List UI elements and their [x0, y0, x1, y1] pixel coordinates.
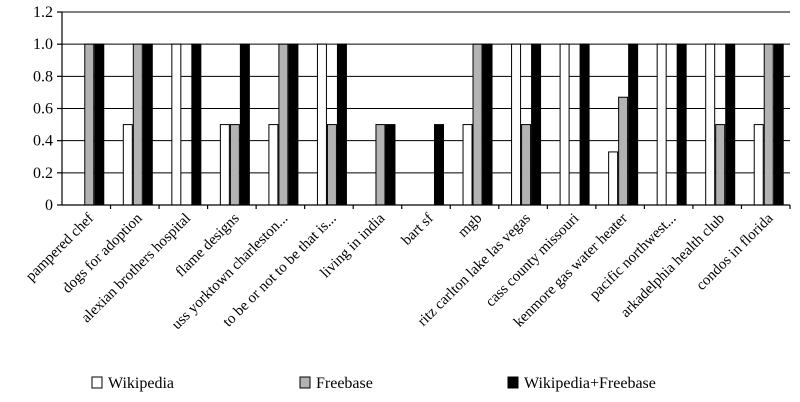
- bar-freebase: [84, 43, 95, 206]
- bar-freebase: [472, 43, 483, 206]
- bar-freebase: [229, 124, 240, 206]
- category-label: bart sf: [399, 211, 437, 249]
- bar-wikipedia: [705, 43, 716, 206]
- y-tick-label: 0.6: [33, 101, 53, 118]
- bar-freebase: [278, 43, 289, 206]
- bar-wikipedia-freebase: [482, 43, 493, 206]
- bar-wikipedia-freebase: [628, 43, 639, 206]
- bar-wikipedia-freebase: [385, 124, 396, 206]
- bar-wikipedia: [219, 124, 230, 206]
- category-label: pacific northwest...: [587, 211, 680, 304]
- bars: [84, 43, 784, 206]
- y-tick-label: 0.4: [33, 133, 53, 150]
- bar-wikipedia: [753, 124, 764, 206]
- category-label: mgb: [455, 211, 485, 241]
- bar-wikipedia-freebase: [239, 43, 250, 206]
- bar-wikipedia: [462, 124, 473, 206]
- legend-label-wikipedia: Wikipedia: [108, 375, 174, 392]
- legend-swatch-wikipedia-freebase: [507, 376, 519, 389]
- bar-wikipedia-freebase: [676, 43, 687, 206]
- y-tick-label: 1.0: [33, 36, 53, 53]
- y-tick-label: 0.8: [33, 68, 53, 85]
- bar-freebase: [326, 124, 337, 206]
- bar-wikipedia-freebase: [579, 43, 590, 206]
- bar-wikipedia: [268, 124, 279, 206]
- bar-wikipedia: [316, 43, 327, 206]
- legend-label-wikipedia-freebase: Wikipedia+Freebase: [524, 375, 656, 392]
- category-label: cass county missouri: [483, 211, 583, 311]
- bar-wikipedia: [656, 43, 667, 206]
- bar-wikipedia: [511, 43, 522, 206]
- bar-freebase: [375, 124, 386, 206]
- y-tick-label: 0: [45, 197, 53, 214]
- bar-freebase: [521, 124, 532, 206]
- grid-lines: [62, 11, 790, 174]
- bar-freebase: [715, 124, 726, 206]
- bar-wikipedia: [559, 43, 570, 206]
- y-tick-label: 1.2: [33, 4, 53, 21]
- y-tick-label: 0.2: [33, 165, 53, 182]
- bar-wikipedia-freebase: [336, 43, 347, 206]
- bar-wikipedia-freebase: [142, 43, 153, 206]
- bar-freebase: [763, 43, 774, 206]
- legend-swatch-wikipedia: [91, 376, 103, 389]
- bar-wikipedia-freebase: [725, 43, 736, 206]
- bar-freebase: [618, 96, 629, 206]
- bar-wikipedia-freebase: [773, 43, 784, 206]
- bar-wikipedia-freebase: [531, 43, 542, 206]
- bar-wikipedia-freebase: [94, 43, 105, 206]
- y-tick-labels: 0 0.2 0.4 0.6 0.8 1.0 1.2: [33, 4, 53, 214]
- legend-label-freebase: Freebase: [316, 375, 373, 392]
- bar-wikipedia: [122, 124, 133, 206]
- bar-freebase: [132, 43, 143, 206]
- bar-wikipedia-freebase: [434, 124, 444, 206]
- bar-wikipedia-freebase: [191, 43, 202, 206]
- legend-swatch-freebase: [299, 376, 311, 389]
- legend: Wikipedia Freebase Wikipedia+Freebase: [91, 375, 656, 392]
- bar-wikipedia: [608, 151, 619, 206]
- axes: [57, 11, 791, 209]
- bar-wikipedia-freebase: [288, 43, 299, 206]
- bar-wikipedia: [171, 43, 182, 206]
